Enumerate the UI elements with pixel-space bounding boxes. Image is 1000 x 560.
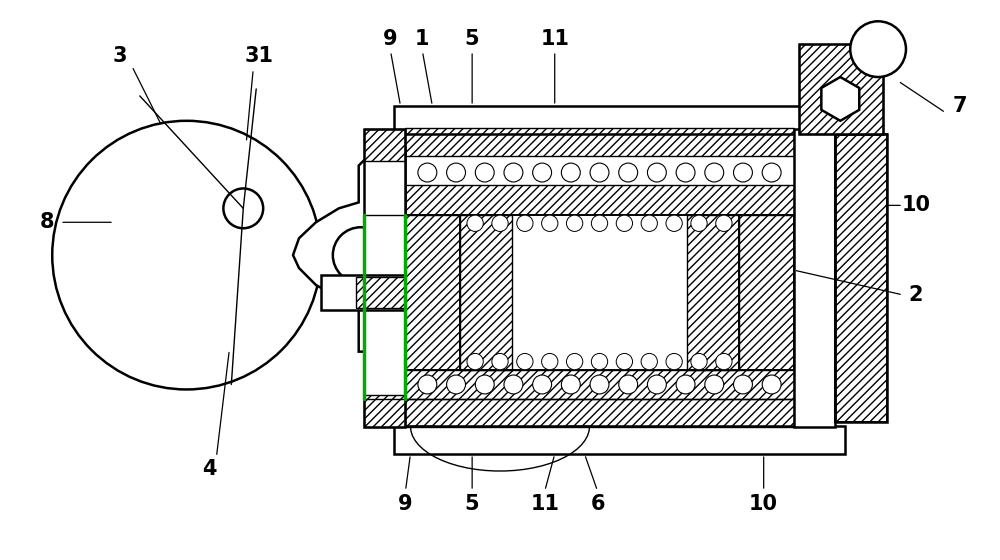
Text: 5: 5 — [465, 29, 479, 49]
Bar — [405, 185, 794, 216]
Circle shape — [734, 375, 752, 394]
Circle shape — [619, 375, 638, 394]
Bar — [356, 277, 405, 309]
Circle shape — [676, 163, 695, 182]
Circle shape — [591, 353, 608, 370]
Bar — [460, 216, 739, 370]
Bar — [835, 134, 887, 422]
Circle shape — [504, 163, 523, 182]
Circle shape — [333, 227, 389, 283]
Bar — [460, 216, 512, 370]
Circle shape — [566, 353, 583, 370]
Circle shape — [492, 215, 508, 231]
Text: 11: 11 — [530, 494, 559, 514]
Circle shape — [619, 163, 638, 182]
Circle shape — [705, 163, 724, 182]
Text: 2: 2 — [909, 285, 923, 305]
Bar — [405, 399, 794, 427]
Text: 1: 1 — [415, 29, 430, 49]
Circle shape — [666, 215, 682, 231]
Text: 11: 11 — [540, 29, 569, 49]
Bar — [321, 274, 405, 310]
Circle shape — [734, 163, 752, 182]
Bar — [799, 44, 883, 134]
Circle shape — [418, 375, 437, 394]
Circle shape — [647, 163, 666, 182]
Text: 5: 5 — [465, 494, 479, 514]
Polygon shape — [821, 77, 859, 121]
Circle shape — [616, 215, 633, 231]
Bar — [739, 216, 794, 370]
Text: 6: 6 — [590, 494, 605, 514]
Text: 9: 9 — [398, 494, 413, 514]
Circle shape — [517, 353, 533, 370]
Bar — [405, 370, 794, 399]
Circle shape — [492, 353, 508, 370]
Text: 10: 10 — [901, 195, 930, 216]
Circle shape — [467, 353, 483, 370]
Circle shape — [517, 215, 533, 231]
Circle shape — [666, 353, 682, 370]
Circle shape — [691, 353, 707, 370]
Circle shape — [52, 121, 321, 389]
Circle shape — [475, 375, 494, 394]
Text: 4: 4 — [202, 459, 217, 479]
Text: 9: 9 — [383, 29, 398, 49]
Text: 3: 3 — [113, 46, 127, 66]
Polygon shape — [293, 148, 405, 352]
Circle shape — [705, 375, 724, 394]
Circle shape — [566, 215, 583, 231]
Circle shape — [504, 375, 523, 394]
Bar — [394, 426, 845, 454]
Bar — [405, 128, 794, 156]
Circle shape — [533, 163, 552, 182]
Bar — [364, 129, 405, 427]
Circle shape — [447, 375, 466, 394]
Circle shape — [561, 163, 580, 182]
Circle shape — [762, 375, 781, 394]
Bar — [405, 216, 460, 370]
Circle shape — [590, 375, 609, 394]
Circle shape — [475, 163, 494, 182]
Circle shape — [561, 375, 580, 394]
Bar — [799, 44, 883, 134]
Text: 7: 7 — [952, 96, 967, 116]
Circle shape — [223, 189, 263, 228]
Text: 8: 8 — [40, 212, 55, 232]
Circle shape — [716, 353, 732, 370]
Circle shape — [641, 353, 657, 370]
Bar — [794, 129, 835, 427]
Circle shape — [542, 353, 558, 370]
Circle shape — [590, 163, 609, 182]
Circle shape — [676, 375, 695, 394]
Text: 31: 31 — [245, 46, 274, 66]
Bar — [364, 129, 405, 161]
Bar — [835, 134, 887, 422]
Bar — [394, 106, 845, 134]
Circle shape — [542, 215, 558, 231]
Circle shape — [533, 375, 552, 394]
Circle shape — [467, 215, 483, 231]
Bar — [364, 216, 405, 399]
Circle shape — [418, 163, 437, 182]
Circle shape — [641, 215, 657, 231]
Circle shape — [850, 21, 906, 77]
Circle shape — [647, 375, 666, 394]
Circle shape — [591, 215, 608, 231]
Circle shape — [691, 215, 707, 231]
Text: 10: 10 — [749, 494, 778, 514]
Circle shape — [716, 215, 732, 231]
Circle shape — [762, 163, 781, 182]
Bar — [687, 216, 739, 370]
Bar — [364, 395, 405, 427]
Circle shape — [447, 163, 466, 182]
Circle shape — [616, 353, 633, 370]
